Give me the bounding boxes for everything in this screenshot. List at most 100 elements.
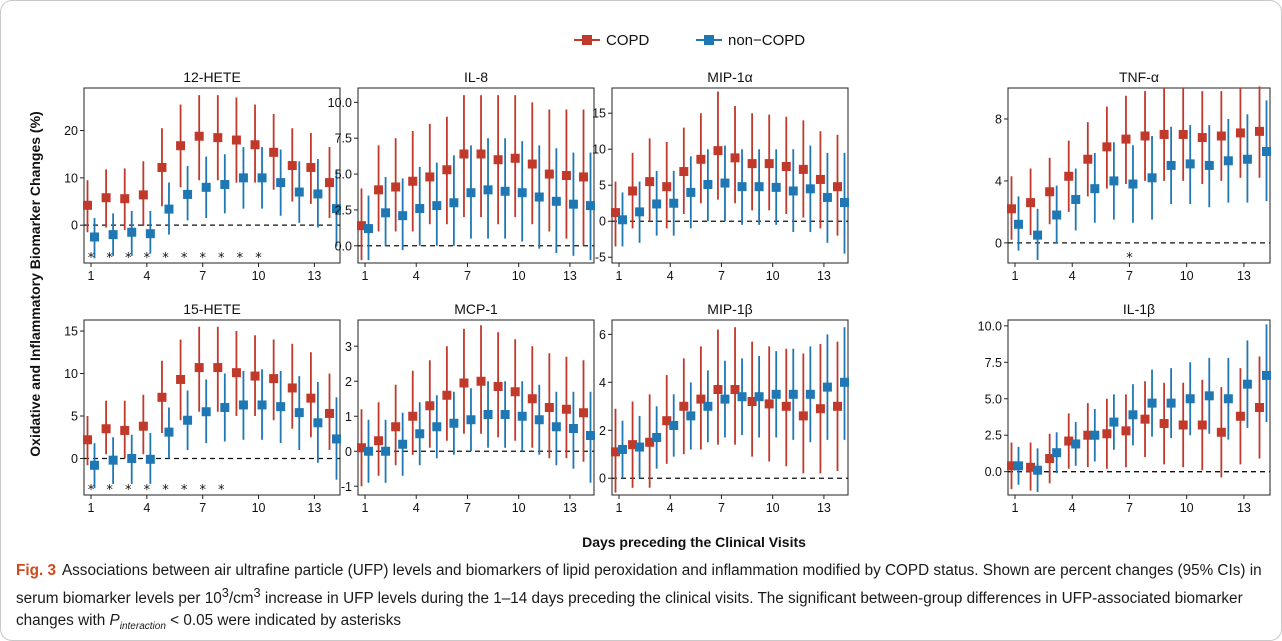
point-marker — [713, 146, 723, 156]
point-marker — [611, 447, 620, 457]
x-tick-label: 1 — [1012, 501, 1019, 515]
significance-asterisk: * — [106, 251, 113, 266]
point-marker — [250, 140, 260, 150]
x-tick-label: 13 — [563, 269, 577, 283]
point-marker — [1140, 131, 1150, 141]
x-tick-label: 13 — [307, 269, 321, 283]
point-marker — [164, 204, 174, 214]
point-marker — [287, 161, 297, 171]
point-marker — [534, 192, 544, 202]
point-marker — [332, 204, 341, 214]
point-marker — [696, 154, 706, 164]
y-tick-label: 3 — [345, 340, 352, 354]
significance-asterisk: * — [88, 251, 95, 266]
x-tick-label: 4 — [667, 269, 674, 283]
point-marker — [568, 199, 578, 209]
caption-text-3: increase in UFP levels during the 1–14 d… — [16, 590, 1243, 630]
panel-frame — [1007, 319, 1271, 496]
y-tick-label: 2 — [599, 424, 606, 438]
point-marker — [561, 404, 571, 414]
point-marker — [1052, 448, 1062, 458]
point-marker — [771, 389, 781, 399]
point-marker — [1262, 370, 1271, 380]
point-marker — [466, 415, 476, 425]
point-marker — [645, 437, 655, 447]
point-marker — [840, 198, 849, 208]
point-marker — [669, 198, 679, 208]
panel-frame — [83, 319, 341, 496]
x-tick-label: 4 — [1069, 269, 1076, 283]
panel-title: 12-HETE — [183, 69, 241, 85]
y-tick-label: 0 — [599, 472, 606, 486]
point-marker — [1197, 420, 1207, 430]
point-marker — [747, 397, 757, 407]
point-marker — [493, 155, 503, 165]
y-tick-label: 5 — [71, 409, 78, 423]
point-marker — [1255, 403, 1264, 412]
point-marker — [442, 390, 452, 400]
y-tick-label: 20 — [64, 124, 78, 138]
point-marker — [1064, 436, 1074, 446]
point-marker — [551, 422, 561, 432]
point-marker — [1216, 427, 1226, 437]
x-tick-label: 10 — [252, 269, 266, 283]
point-marker — [231, 135, 241, 145]
point-marker — [561, 171, 571, 180]
point-marker — [1014, 219, 1023, 229]
point-marker — [551, 196, 561, 206]
point-marker — [374, 185, 384, 195]
point-marker — [120, 425, 130, 435]
point-marker — [164, 427, 174, 437]
point-marker — [493, 382, 503, 391]
point-marker — [833, 401, 842, 411]
point-marker — [1185, 394, 1195, 404]
point-marker — [357, 443, 366, 453]
significance-asterisk: * — [144, 483, 151, 498]
point-marker — [703, 401, 713, 411]
point-marker — [1064, 171, 1074, 181]
y-tick-label: 2 — [345, 375, 352, 389]
point-marker — [294, 408, 304, 418]
x-tick-label: 13 — [563, 501, 577, 515]
x-tick-label: 1 — [88, 269, 95, 283]
point-marker — [276, 178, 286, 188]
point-marker — [459, 378, 469, 388]
point-marker — [1242, 379, 1252, 389]
legend-label-0: COPD — [606, 32, 650, 49]
point-marker — [805, 389, 815, 399]
point-marker — [645, 177, 655, 187]
point-marker — [276, 402, 286, 412]
point-marker — [183, 415, 193, 425]
point-marker — [805, 184, 815, 194]
x-tick-label: 1 — [1012, 269, 1019, 283]
significance-asterisk: * — [199, 483, 206, 498]
point-marker — [1159, 129, 1169, 139]
point-marker — [306, 162, 316, 172]
panel-title: MIP-1α — [707, 69, 752, 85]
point-marker — [1223, 156, 1233, 166]
point-marker — [1033, 230, 1043, 240]
point-marker — [220, 179, 230, 189]
point-marker — [510, 387, 520, 397]
point-marker — [798, 411, 808, 421]
panel-2: MIP-1α -5 0 5 10 15 1 4 7 10 13 — [592, 69, 849, 283]
x-tick-label: 7 — [464, 269, 471, 283]
point-marker — [1109, 417, 1119, 427]
point-marker — [127, 227, 137, 237]
y-tick-label: 5.0 — [985, 392, 1002, 406]
point-marker — [1121, 426, 1131, 436]
point-marker — [306, 393, 316, 403]
x-tick-label: 10 — [766, 269, 780, 283]
y-tick-label: 15 — [592, 107, 606, 121]
point-marker — [432, 422, 442, 432]
y-tick-label: 10.0 — [328, 96, 352, 110]
y-tick-label: 1 — [345, 410, 352, 424]
point-marker — [138, 190, 148, 200]
point-marker — [679, 401, 689, 411]
point-marker — [332, 434, 341, 444]
point-marker — [157, 392, 167, 402]
x-tick-label: 4 — [413, 501, 420, 515]
panel-1: IL-8 0.0 2.5 5.0 7.5 10.0 1 4 7 10 13 — [328, 69, 595, 283]
point-marker — [250, 371, 260, 381]
point-marker — [398, 439, 408, 449]
